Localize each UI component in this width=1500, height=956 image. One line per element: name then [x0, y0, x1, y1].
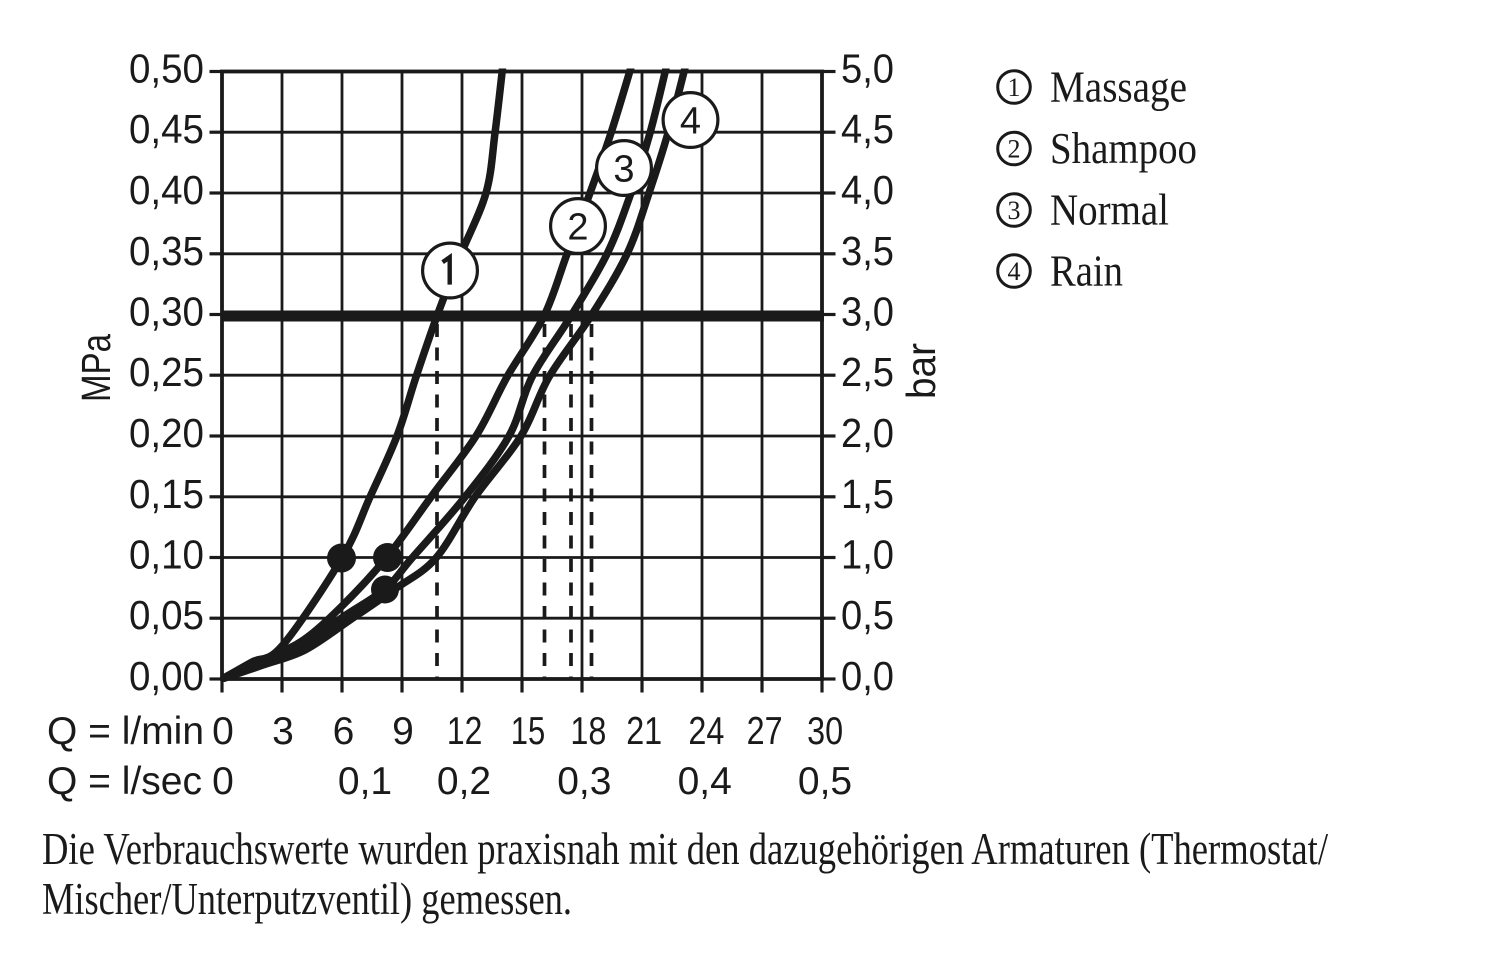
svg-text:0,25: 0,25: [129, 349, 204, 395]
svg-text:Massage: Massage: [1050, 63, 1187, 112]
svg-text:0,05: 0,05: [129, 592, 204, 638]
svg-text:Normal: Normal: [1050, 186, 1169, 235]
svg-text:Q = l/sec: Q = l/sec: [47, 760, 202, 803]
svg-text:0,50: 0,50: [129, 46, 204, 92]
svg-text:6: 6: [333, 710, 355, 753]
svg-text:21: 21: [626, 710, 662, 753]
svg-text:0,45: 0,45: [129, 106, 204, 152]
svg-text:0,2: 0,2: [437, 760, 491, 803]
svg-text:3: 3: [272, 710, 294, 753]
svg-text:Shampoo: Shampoo: [1050, 124, 1197, 173]
svg-text:12: 12: [447, 710, 483, 753]
svg-text:0,0: 0,0: [841, 653, 894, 699]
svg-text:3: 3: [613, 149, 634, 191]
svg-text:2: 2: [1008, 135, 1021, 164]
svg-text:Q = l/min: Q = l/min: [47, 710, 204, 753]
svg-text:15: 15: [511, 710, 546, 753]
svg-text:1,0: 1,0: [841, 532, 894, 578]
svg-text:0,4: 0,4: [678, 760, 732, 803]
svg-text:0,3: 0,3: [557, 760, 611, 803]
svg-text:30: 30: [807, 710, 843, 753]
svg-text:3,5: 3,5: [841, 228, 894, 274]
svg-text:4,0: 4,0: [841, 167, 894, 213]
svg-text:9: 9: [392, 710, 414, 753]
svg-text:bar: bar: [898, 343, 944, 399]
svg-text:3,0: 3,0: [841, 289, 894, 335]
svg-text:0,00: 0,00: [129, 653, 204, 699]
svg-text:0: 0: [212, 760, 234, 803]
svg-text:4: 4: [680, 101, 701, 143]
svg-text:4: 4: [1008, 257, 1021, 286]
svg-text:0: 0: [212, 710, 234, 753]
svg-text:2: 2: [567, 207, 588, 249]
svg-text:27: 27: [747, 710, 783, 753]
svg-text:0,30: 0,30: [129, 289, 204, 335]
svg-text:0,1: 0,1: [338, 760, 392, 803]
svg-text:3: 3: [1008, 196, 1021, 225]
svg-text:0,35: 0,35: [129, 228, 204, 274]
svg-text:0,15: 0,15: [129, 471, 204, 517]
svg-text:5,0: 5,0: [841, 46, 894, 92]
svg-text:1: 1: [1008, 73, 1021, 102]
svg-text:0,5: 0,5: [798, 760, 852, 803]
svg-text:Mischer/Unterputzventil) gemes: Mischer/Unterputzventil) gemessen.: [42, 874, 572, 924]
svg-text:0,20: 0,20: [129, 410, 204, 456]
svg-text:MPa: MPa: [73, 334, 119, 402]
svg-text:Rain: Rain: [1050, 247, 1123, 296]
svg-text:0,10: 0,10: [129, 532, 204, 578]
svg-text:4,5: 4,5: [841, 106, 894, 152]
svg-text:0,5: 0,5: [841, 592, 894, 638]
svg-text:1,5: 1,5: [841, 471, 894, 517]
svg-text:2,0: 2,0: [841, 410, 894, 456]
svg-text:2,5: 2,5: [841, 349, 894, 395]
svg-text:18: 18: [570, 710, 606, 753]
svg-text:Die Verbrauchswerte wurden pra: Die Verbrauchswerte wurden praxisnah mit…: [42, 824, 1328, 874]
svg-text:24: 24: [688, 710, 724, 753]
svg-text:0,40: 0,40: [129, 167, 204, 213]
